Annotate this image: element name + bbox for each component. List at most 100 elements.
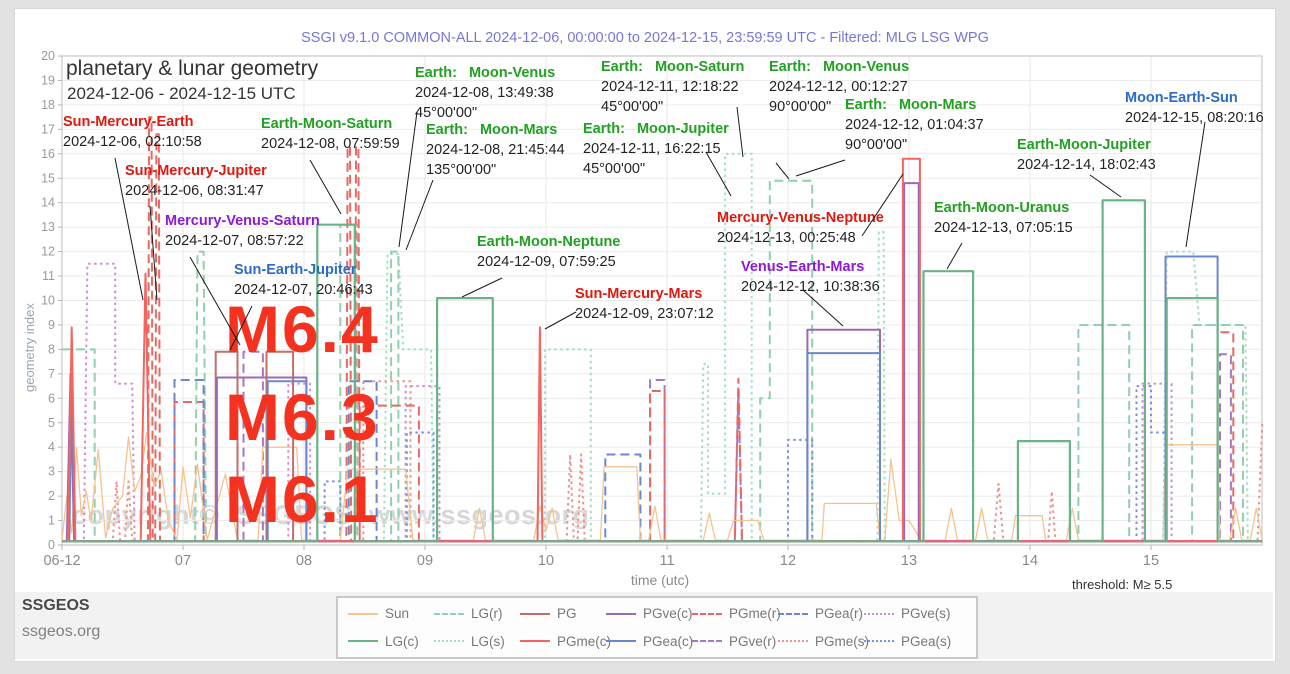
annotation: Earth: Moon-Mars 2024-12-08, 21:45:44 135°… [426,120,565,180]
legend-swatch [864,640,894,643]
annotation-label: Sun-Mercury-Jupiter [125,163,267,179]
annotation: Earth: Moon-Venus 2024-12-08, 13:49:38 45°… [415,63,555,123]
legend-label: PGme(s) [815,633,869,649]
legend-item-PGve(r): PGve(r) [692,634,778,649]
annotation-label: Earth: Moon-Mars [426,122,558,138]
annotation-date: 2024-12-08, 07:59:59 [261,136,400,152]
legend-swatch [348,612,378,615]
annotation: Earth: Moon-Mars 2024-12-12, 01:04:37 90°0… [845,95,984,155]
legend-swatch [606,640,636,643]
annotation: Moon-Earth-Sun 2024-12-15, 08:20:16 [1125,88,1264,128]
annotation-date: 2024-12-07, 08:57:22 [165,233,304,249]
annotation: Mercury-Venus-Saturn 2024-12-07, 08:57:22 [165,211,320,251]
legend-item-PGme(r): PGme(r) [692,606,781,622]
annotation-date: 2024-12-06, 08:31:47 [125,183,264,199]
plot-heading: planetary & lunar geometry [66,57,319,80]
legend-swatch [434,640,464,643]
chart-title: SSGI v9.1.0 COMMON-ALL 2024-12-06, 00:00… [301,30,989,46]
legend-item-PGea(c): PGea(c) [606,633,694,649]
annotation: Venus-Earth-Mars 2024-12-12, 10:38:36 [741,257,880,297]
magnitude-label: M6.1 [225,462,380,536]
annotation-label: Earth-Moon-Jupiter [1017,137,1151,153]
legend-label: Sun [385,606,410,622]
annotation-label: Mercury-Venus-Saturn [165,213,320,229]
legend-swatch [692,640,722,643]
annotation-date: 2024-12-09, 07:59:25 [477,254,616,270]
legend-label: PGea(r) [815,606,864,622]
annotation-label: Sun-Mercury-Earth [63,114,194,130]
legend-swatch [778,612,808,615]
x-axis-title: time (utc) [630,572,690,588]
legend-label: LG(r) [471,606,503,622]
annotation-label: Earth: Moon-Saturn [601,59,745,75]
annotation-date: 2024-12-12, 01:04:37 [845,117,984,133]
annotation-date: 2024-12-13, 00:25:48 [717,230,856,246]
annotation: Earth: Moon-Saturn 2024-12-11, 12:18:22 45… [601,57,744,117]
legend-label: PGea(c) [643,633,694,649]
legend-label: LG(s) [471,633,505,649]
annotation-date: 2024-12-11, 16:22:15 [583,141,721,157]
annotation: Earth: Moon-Jupiter 2024-12-11, 16:22:15 4… [583,119,729,179]
legend: Sun LG(r) PG PGve(c) PGme(r) PGea(r) PGve(s) LG… [336,596,978,659]
plot-date-range: 2024-12-06 - 2024-12-15 UTC [67,84,296,103]
legend-swatch [864,612,894,615]
annotation: Sun-Earth-Jupiter 2024-12-07, 20:46:43 [234,260,373,300]
legend-label: PGme(r) [729,606,781,622]
legend-swatch [434,612,464,615]
legend-item-PGea(s): PGea(s) [864,633,952,649]
annotation-label: Venus-Earth-Mars [741,259,865,275]
annotation-angle: 45°00'00" [583,161,646,177]
annotation-date: 2024-12-12, 00:12:27 [769,79,908,95]
annotation-date: 2024-12-13, 07:05:15 [934,220,1073,236]
legend-item-PGme(s): PGme(s) [778,634,869,649]
legend-item-PGve(s): PGve(s) [864,606,951,622]
legend-label: PGme(c) [557,633,611,649]
annotation-angle: 45°00'00" [601,99,664,115]
annotation: Sun-Mercury-Earth 2024-12-06, 02:10:58 [63,112,202,152]
annotation-date: 2024-12-08, 21:45:44 [426,142,565,158]
magnitude-label: M6.3 [225,380,380,454]
legend-item-PG: PG [520,606,606,621]
legend-swatch [520,612,550,615]
annotation: Earth-Moon-Saturn 2024-12-08, 07:59:59 [261,114,400,154]
annotation-date: 2024-12-07, 20:46:43 [234,282,373,298]
annotation-label: Earth: Moon-Venus [769,59,910,75]
annotation-date: 2024-12-06, 02:10:58 [63,134,202,150]
annotation-angle: 90°00'00" [845,137,908,153]
legend-item-LG(c): LG(c) [348,634,434,649]
legend-item-PGme(c): PGme(c) [520,634,611,649]
annotation-date: 2024-12-08, 13:49:38 [415,85,554,101]
annotation: Earth-Moon-Neptune 2024-12-09, 07:59:25 [477,232,620,272]
annotation-label: Earth-Moon-Neptune [477,234,621,250]
legend-swatch [606,612,636,615]
legend-item-PGve(c): PGve(c) [606,606,693,622]
legend-swatch [348,640,378,643]
annotation-label: Earth: Moon-Mars [845,97,977,113]
threshold-label: threshold: M≥ 5.5 [1072,577,1173,592]
legend-item-PGea(r): PGea(r) [778,606,864,621]
legend-label: PGve(c) [643,606,693,622]
footer-brand: SSGEOS [22,597,90,614]
annotation-date: 2024-12-09, 23:07:12 [575,306,714,322]
annotation: Earth-Moon-Uranus 2024-12-13, 07:05:15 [934,198,1073,238]
legend-label: PGve(s) [901,606,951,622]
legend-row: LG(c) LG(s) PGme(c) PGea(c) PGve(r) PGme(s) PG… [348,634,966,649]
annotation: Mercury-Venus-Neptune 2024-12-13, 00:25:4… [717,208,884,248]
magnitude-label: M6.4 [225,292,380,366]
annotation-date: 2024-12-12, 10:38:36 [741,279,880,295]
annotation: Sun-Mercury-Mars 2024-12-09, 23:07:12 [575,284,714,324]
annotation: Earth-Moon-Jupiter 2024-12-14, 18:02:43 [1017,135,1156,175]
legend-item-Sun: Sun [348,606,434,621]
legend-row: Sun LG(r) PG PGve(c) PGme(r) PGea(r) PGve(s) [348,606,966,621]
legend-label: PGea(s) [901,633,952,649]
annotation-label: Sun-Mercury-Mars [575,286,703,302]
annotation-label: Mercury-Venus-Neptune [717,210,884,226]
legend-label: PGve(r) [729,633,777,649]
annotation-label: Earth-Moon-Saturn [261,116,393,132]
annotation-label: Sun-Earth-Jupiter [234,262,357,278]
legend-swatch [692,612,722,615]
annotation-label: Earth-Moon-Uranus [934,200,1070,216]
legend-label: PG [557,606,577,622]
annotation: Sun-Mercury-Jupiter 2024-12-06, 08:31:47 [125,161,267,201]
